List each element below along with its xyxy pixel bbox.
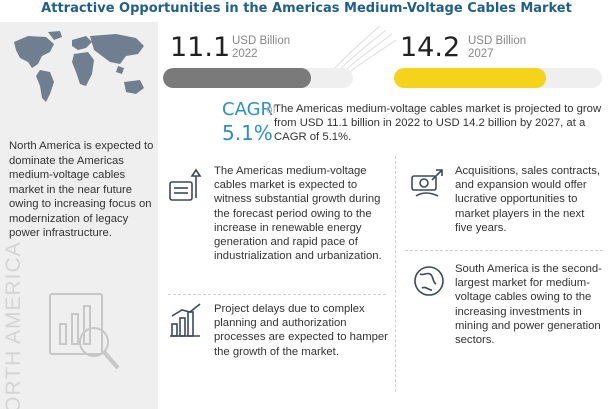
metric-2027-unit: USD Billion	[468, 35, 527, 47]
money-growth-icon	[411, 169, 443, 197]
cagr-description: The Americas medium-voltage cables marke…	[274, 103, 602, 143]
insight-renewable-text: The Americas medium-voltage cables marke…	[214, 165, 382, 263]
bar-2022-track	[163, 68, 353, 88]
vertical-divider	[395, 156, 396, 392]
horizontal-divider-left	[168, 294, 386, 295]
insight-delays-text: Project delays due to complex planning a…	[214, 303, 388, 358]
chart-title: Attractive Opportunities in the Americas…	[41, 1, 572, 16]
bar-2027-track	[394, 68, 602, 88]
cagr-label: CAGR	[222, 99, 274, 120]
north-america-label: NORTH AMERICA	[2, 241, 25, 409]
insight-south-america-text: South America is the second-largest mark…	[455, 263, 602, 347]
horizontal-divider-right	[405, 250, 603, 251]
renewable-energy-icon	[169, 168, 202, 201]
metric-2022-year: 2022	[232, 48, 258, 60]
magnifier-chart-icon	[49, 293, 120, 370]
insight-acquisitions-text: Acquisitions, sales contracts, and expan…	[455, 165, 601, 234]
world-map-icon	[14, 31, 144, 102]
bar-chart-icon	[170, 303, 201, 337]
metric-2027-value: 14.2	[400, 32, 461, 63]
globe-icon	[414, 266, 444, 296]
cagr-of: of	[266, 102, 277, 116]
north-america-text: North America is expected to dominate th…	[9, 140, 154, 239]
metric-2022-value: 11.1	[170, 32, 231, 63]
bar-2027	[394, 68, 546, 88]
cagr-value: 5.1%	[222, 121, 273, 145]
left-panel: North America is expected to dominate th…	[0, 22, 158, 409]
metric-2027-year: 2027	[468, 48, 494, 60]
metric-2022-unit: USD Billion	[232, 35, 291, 47]
bar-2022	[163, 68, 312, 88]
